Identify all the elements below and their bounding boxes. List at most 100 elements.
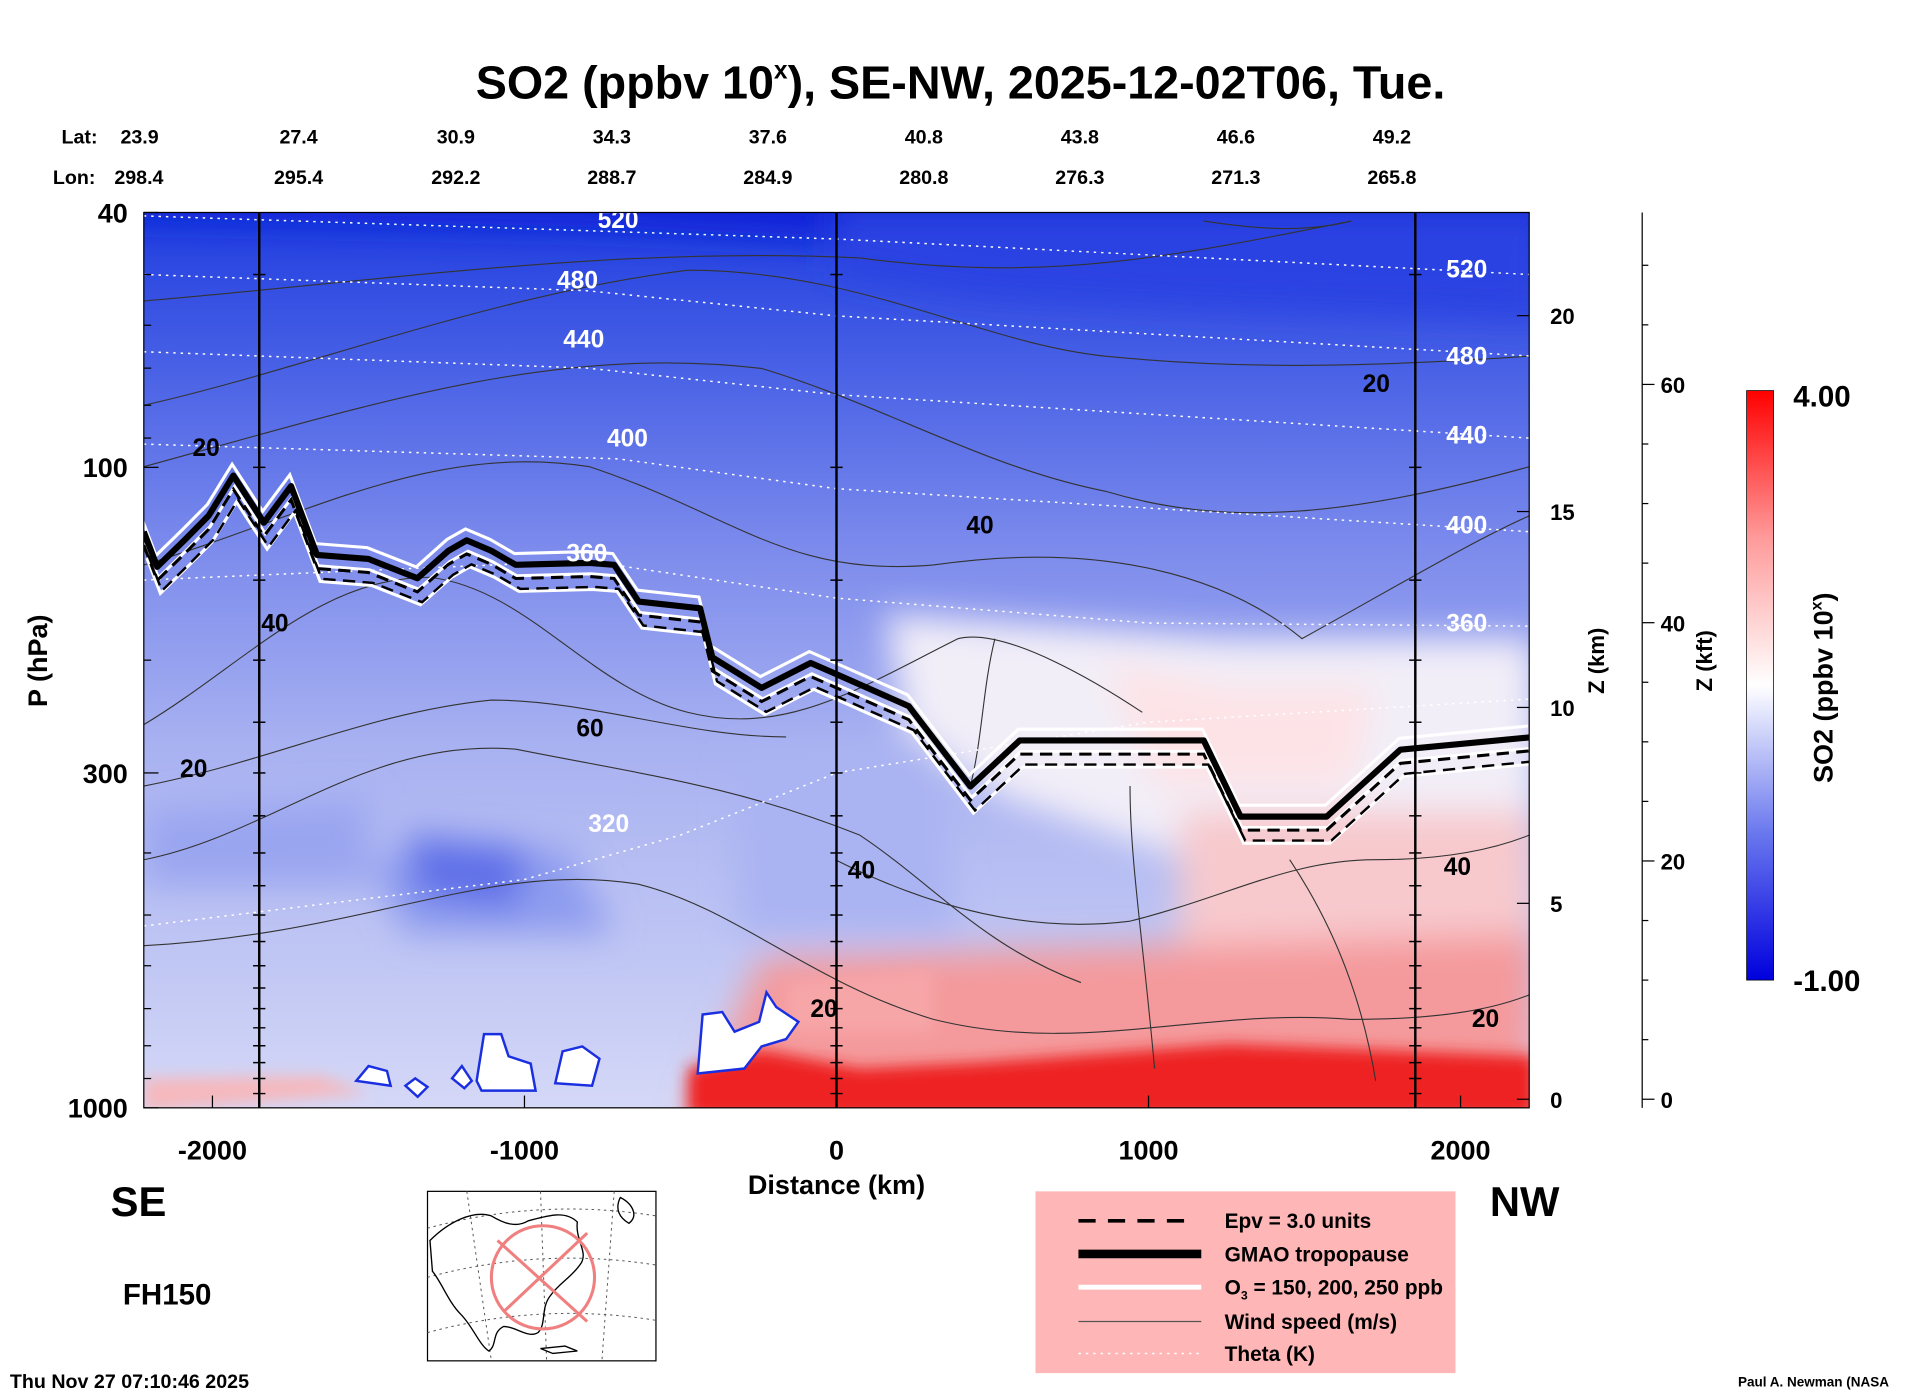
z-kft-label: Z (kft) xyxy=(1692,630,1717,691)
theta-label: 480 xyxy=(1446,344,1487,371)
lat-label: Lat: xyxy=(62,127,98,149)
theta-label: 520 xyxy=(598,207,639,234)
y-axis-label: P (hPa) xyxy=(23,614,53,707)
theta-label: 400 xyxy=(1446,513,1487,540)
x-tick-label: 1000 xyxy=(1118,1135,1178,1165)
lon-value: 280.8 xyxy=(899,167,948,189)
theta-label: 440 xyxy=(1446,423,1487,450)
legend: Epv = 3.0 units GMAO tropopause O3 = 150… xyxy=(1035,1191,1456,1374)
lon-value: 276.3 xyxy=(1055,167,1104,189)
lat-value: 27.4 xyxy=(279,127,317,149)
y-tick-label: 40 xyxy=(98,198,128,228)
map-inset xyxy=(426,1190,657,1362)
lon-value: 292.2 xyxy=(431,167,480,189)
wind-speed-label: 20 xyxy=(193,435,220,462)
colorbar-label: SO2 (ppbv 10x) xyxy=(1809,593,1839,784)
se-direction-label: SE xyxy=(111,1178,167,1225)
vertical-markers xyxy=(253,212,1422,1108)
legend-label-epv: Epv = 3.0 units xyxy=(1225,1210,1372,1233)
theta-labels: 520 480 440 400 360 320 520 480 440 400 360 xyxy=(557,207,1487,838)
z-km-tick-label: 10 xyxy=(1550,696,1575,721)
credit: Paul A. Newman (NASA xyxy=(1738,1375,1889,1390)
x-axis-label: Distance (km) xyxy=(748,1170,925,1200)
ozone-contour xyxy=(145,499,1530,845)
axes: -2000 -1000 0 1000 2000 40 100 300 1000 0 5 10 15 20 0… xyxy=(68,198,1685,1165)
theta-label: 360 xyxy=(566,540,607,567)
theta-label: 360 xyxy=(1446,611,1487,638)
wind-speed-label: 60 xyxy=(576,715,603,742)
wind-speed-label: 40 xyxy=(966,513,993,540)
theta-label: 400 xyxy=(607,426,648,453)
domain-circle xyxy=(489,1224,597,1331)
lon-label: Lon: xyxy=(53,167,96,189)
wind-speed-label: 20 xyxy=(1472,1006,1499,1033)
nw-direction-label: NW xyxy=(1490,1178,1560,1225)
theta-contour-360 xyxy=(143,560,1530,627)
wind-speed-label: 20 xyxy=(810,996,837,1023)
z-km-tick-label: 0 xyxy=(1550,1088,1562,1113)
lat-value: 43.8 xyxy=(1061,127,1099,149)
lat-lon-header: Lat: Lon: 23.9 298.4 27.4 295.4 30.9 292.2 34.… xyxy=(53,127,1417,190)
coastline xyxy=(429,1196,635,1355)
colorbar-min-label: -1.00 xyxy=(1793,965,1860,998)
lon-value: 288.7 xyxy=(587,167,636,189)
theta-label: 320 xyxy=(588,811,629,838)
lat-value: 30.9 xyxy=(437,127,475,149)
lat-value: 34.3 xyxy=(593,127,631,149)
lon-value: 265.8 xyxy=(1367,167,1416,189)
lon-value: 295.4 xyxy=(274,167,323,189)
x-tick-label: 2000 xyxy=(1430,1135,1490,1165)
legend-label-theta: Theta (K) xyxy=(1225,1343,1315,1366)
theta-contour-480 xyxy=(143,273,1530,357)
section-path-line xyxy=(496,1231,589,1323)
theta-label: 440 xyxy=(563,326,604,353)
y-tick-label: 1000 xyxy=(68,1094,128,1124)
wind-speed-label: 40 xyxy=(261,611,288,638)
ozone-contour xyxy=(143,461,1529,807)
z-km-tick-label: 15 xyxy=(1550,500,1575,525)
z-kft-tick-label: 60 xyxy=(1661,373,1686,398)
theta-label: 520 xyxy=(1446,257,1487,284)
y-tick-label: 100 xyxy=(83,453,128,483)
z-km-tick-label: 20 xyxy=(1550,304,1575,329)
wind-speed-label: 20 xyxy=(180,756,207,783)
lat-value: 49.2 xyxy=(1373,127,1411,149)
timestamp: Thu Nov 27 07:10:46 2025 xyxy=(10,1371,249,1393)
wind-speed-label: 40 xyxy=(848,857,875,884)
theta-contour-400 xyxy=(143,443,1530,533)
z-km-tick-label: 5 xyxy=(1550,892,1562,917)
z-km-label: Z (km) xyxy=(1584,628,1609,694)
legend-label-ozone: O3 = 150, 200, 250 ppb xyxy=(1225,1277,1443,1303)
chart-title: SO2 (ppbv 10x), SE-NW, 2025-12-02T06, Tu… xyxy=(476,56,1446,108)
colorbar-max-label: 4.00 xyxy=(1793,381,1850,414)
wind-labels: 20 20 40 60 20 40 40 40 20 20 xyxy=(180,371,1499,1033)
lat-value: 40.8 xyxy=(905,127,943,149)
lat-value: 37.6 xyxy=(749,127,787,149)
wind-speed-label: 20 xyxy=(1363,371,1390,398)
wind-speed-contours xyxy=(143,220,1530,1081)
lat-value: 23.9 xyxy=(120,127,158,149)
so2-field-surface xyxy=(143,970,1530,1108)
lon-value: 271.3 xyxy=(1211,167,1260,189)
theta-label: 480 xyxy=(557,268,598,295)
x-tick-label: -2000 xyxy=(178,1135,247,1165)
x-tick-label: 0 xyxy=(829,1135,844,1165)
y-tick-label: 300 xyxy=(83,759,128,789)
lon-value: 298.4 xyxy=(114,167,163,189)
wind-speed-label: 40 xyxy=(1444,854,1471,881)
z-kft-tick-label: 40 xyxy=(1661,611,1686,636)
forecast-hour-label: FH150 xyxy=(123,1278,211,1311)
legend-label-wind: Wind speed (m/s) xyxy=(1225,1311,1398,1334)
z-kft-tick-label: 20 xyxy=(1661,850,1686,875)
legend-label-tropopause: GMAO tropopause xyxy=(1225,1243,1409,1266)
lon-value: 284.9 xyxy=(743,167,792,189)
x-tick-label: -1000 xyxy=(490,1135,559,1165)
epv-3-contour xyxy=(147,497,1530,842)
lat-value: 46.6 xyxy=(1217,127,1255,149)
z-kft-tick-label: 0 xyxy=(1661,1088,1673,1113)
plot-area: 520 480 440 400 360 320 520 480 440 400 360 20 20 40… xyxy=(143,207,1530,1108)
theta-contour-440 xyxy=(143,351,1530,439)
so2-low-value-holes xyxy=(353,989,801,1099)
legend-background xyxy=(1035,1191,1456,1374)
